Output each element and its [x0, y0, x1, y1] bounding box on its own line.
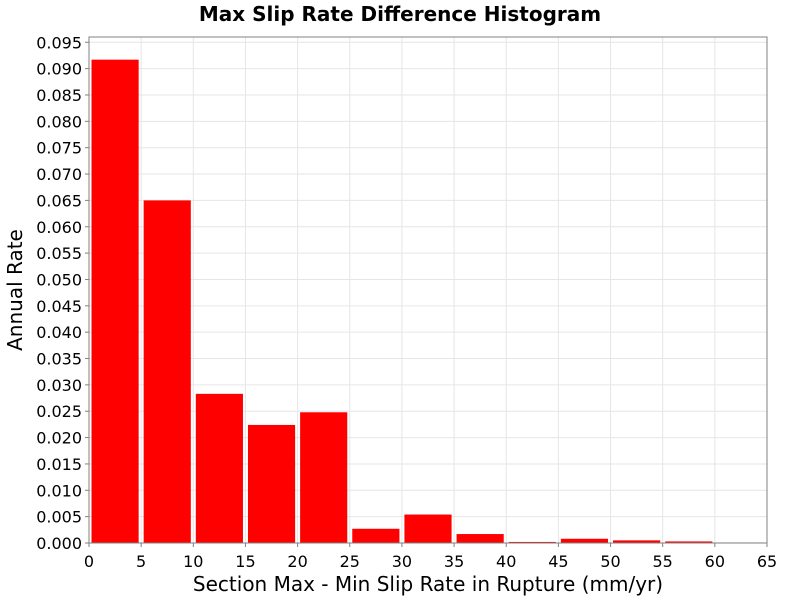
y-tick-label: 0.000: [36, 534, 82, 553]
y-axis-ticks: 0.000 0.005 0.010 0.015 0.020 0.025 0.030 0.035…: [36, 33, 89, 553]
y-tick-label: 0.055: [36, 244, 82, 263]
x-tick-label: 50: [600, 552, 620, 571]
histogram-bar: [613, 540, 661, 543]
plot-area: [88, 36, 768, 544]
y-tick-label: 0.085: [36, 86, 82, 105]
x-tick-label: 10: [183, 552, 203, 571]
x-tick-label: 55: [653, 552, 673, 571]
y-tick-label: 0.025: [36, 402, 82, 421]
y-tick-label: 0.075: [36, 139, 82, 158]
y-tick-label: 0.095: [36, 33, 82, 52]
x-tick-label: 20: [287, 552, 307, 571]
histogram-bar: [91, 59, 139, 544]
bars: [91, 59, 765, 544]
x-tick-label: 45: [548, 552, 568, 571]
y-tick-label: 0.065: [36, 191, 82, 210]
histogram-bar: [456, 534, 504, 543]
y-tick-label: 0.070: [36, 165, 82, 184]
y-tick-label: 0.005: [36, 508, 82, 527]
histogram-bar: [143, 200, 191, 544]
x-tick-label: 35: [444, 552, 464, 571]
histogram-bar: [560, 538, 609, 543]
y-axis-label: Annual Rate: [3, 229, 27, 351]
histogram-bar: [404, 514, 452, 543]
y-tick-label: 0.010: [36, 481, 82, 500]
x-tick-label: 60: [705, 552, 725, 571]
y-tick-label: 0.015: [36, 455, 82, 474]
y-tick-label: 0.080: [36, 112, 82, 131]
histogram-bar: [247, 424, 296, 543]
chart-title: Max Slip Rate Difference Histogram: [199, 2, 601, 26]
y-tick-label: 0.090: [36, 60, 82, 79]
histogram-bar: [352, 528, 400, 543]
x-tick-label: 30: [392, 552, 412, 571]
y-tick-label: 0.045: [36, 297, 82, 316]
x-axis-ticks: 0 5 10 15 20 25 30 35 40 45 50 55 60 65: [84, 543, 777, 571]
x-tick-label: 65: [757, 552, 777, 571]
histogram-bar: [300, 412, 348, 543]
y-tick-label: 0.050: [36, 270, 82, 289]
histogram-bar: [195, 393, 243, 543]
x-axis-label: Section Max - Min Slip Rate in Rupture (…: [193, 572, 663, 596]
y-tick-label: 0.020: [36, 429, 82, 448]
x-tick-label: 15: [235, 552, 255, 571]
x-tick-label: 25: [340, 552, 360, 571]
y-tick-label: 0.035: [36, 350, 82, 369]
x-tick-label: 40: [496, 552, 516, 571]
x-tick-label: 0: [84, 552, 94, 571]
x-tick-label: 5: [136, 552, 146, 571]
y-tick-label: 0.030: [36, 376, 82, 395]
y-tick-label: 0.040: [36, 323, 82, 342]
y-tick-label: 0.060: [36, 218, 82, 237]
histogram-bar: [665, 541, 713, 543]
histogram-bar: [508, 541, 556, 543]
